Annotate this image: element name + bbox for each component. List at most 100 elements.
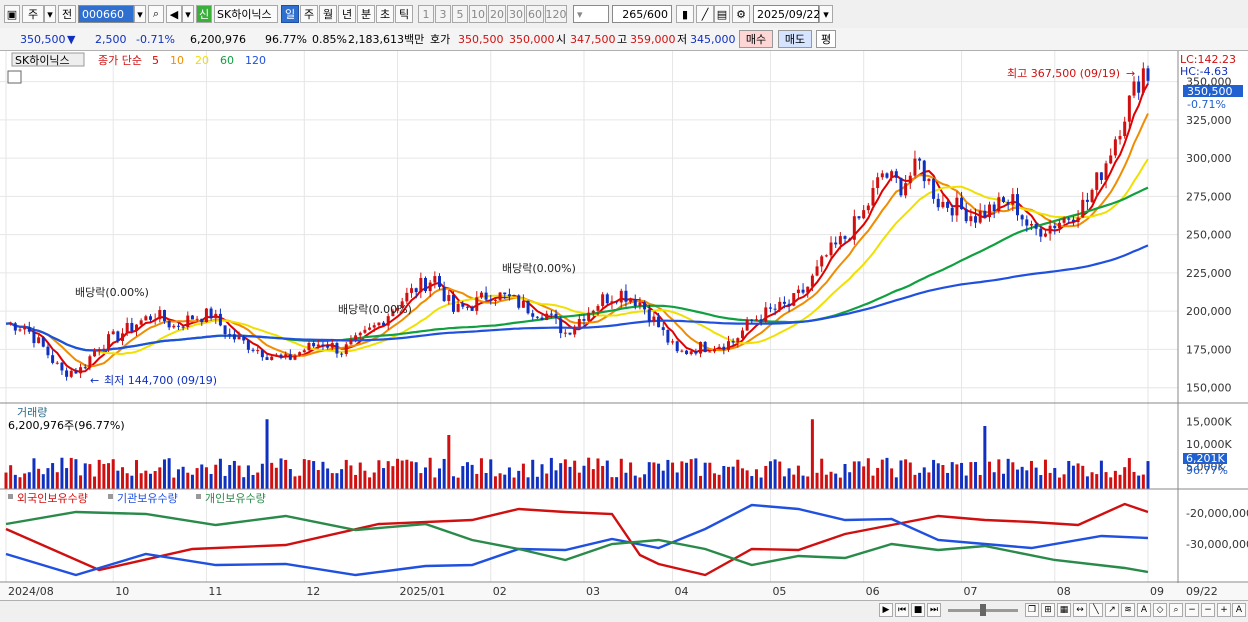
volume-bar bbox=[493, 476, 497, 489]
count-field[interactable]: 265/600 bbox=[612, 5, 672, 23]
volume-bar bbox=[32, 458, 36, 489]
candle-icon[interactable]: ▮ bbox=[676, 5, 694, 23]
volume-bar bbox=[955, 464, 959, 489]
interval-button-60[interactable]: 60 bbox=[526, 5, 544, 23]
volume-bar bbox=[866, 458, 870, 489]
line-tool-icon[interactable]: ╲ bbox=[1089, 603, 1103, 617]
speaker-icon[interactable]: ◀ bbox=[166, 5, 182, 23]
candle-body bbox=[624, 290, 628, 302]
x-axis-label: 10 bbox=[115, 585, 129, 598]
volume-bar bbox=[340, 469, 344, 489]
jump-right-icon[interactable]: ⏭ bbox=[927, 603, 941, 617]
calendar-dropdown-icon[interactable]: ▾ bbox=[819, 5, 833, 23]
prev-button[interactable]: 전 bbox=[58, 5, 76, 23]
volume-bar bbox=[740, 468, 744, 489]
shape-icon[interactable]: ◇ bbox=[1153, 603, 1167, 617]
candle-body bbox=[1062, 218, 1066, 223]
candle-body bbox=[74, 370, 78, 374]
window-icon[interactable]: ▣ bbox=[4, 5, 20, 23]
search-icon[interactable]: ⌕ bbox=[148, 5, 164, 23]
period-tab-4[interactable]: 분 bbox=[357, 5, 375, 23]
search-tool-icon[interactable]: ⌕ bbox=[1169, 603, 1183, 617]
ruler-icon[interactable]: ↔ bbox=[1073, 603, 1087, 617]
volume-bar bbox=[1020, 466, 1024, 489]
volume-bar bbox=[1057, 477, 1061, 489]
interval-button-120[interactable]: 120 bbox=[545, 5, 567, 23]
zoom-out-icon[interactable]: − bbox=[1185, 603, 1199, 617]
interval-button-3[interactable]: 3 bbox=[435, 5, 451, 23]
candle-body bbox=[335, 343, 339, 354]
font-icon[interactable]: A bbox=[1232, 603, 1246, 617]
period-tab-3[interactable]: 년 bbox=[338, 5, 356, 23]
volume-bar bbox=[946, 472, 950, 489]
candle-body bbox=[107, 334, 111, 349]
eval-button[interactable]: 평 bbox=[816, 30, 836, 48]
interval-button-10[interactable]: 10 bbox=[469, 5, 487, 23]
zoom-slider-handle[interactable] bbox=[980, 604, 986, 616]
jump-left-icon[interactable]: ⏮ bbox=[895, 603, 909, 617]
stock-label: SK하이닉스 bbox=[15, 53, 70, 67]
draw-icon[interactable]: ╱ bbox=[696, 5, 714, 23]
ma-legend-20: 20 bbox=[195, 54, 209, 67]
candle-body bbox=[484, 292, 488, 300]
period-tab-0[interactable]: 일 bbox=[281, 5, 299, 23]
volume-last-pct: 96.77% bbox=[1186, 464, 1228, 477]
volume-bar bbox=[689, 459, 693, 489]
x-axis-label: 07 bbox=[964, 585, 978, 598]
mode-select[interactable]: 주 bbox=[22, 5, 44, 23]
volume-bar bbox=[834, 473, 838, 489]
sell-button[interactable]: 매도 bbox=[778, 30, 812, 48]
trend-icon[interactable]: ↗ bbox=[1105, 603, 1119, 617]
x-axis-label: 11 bbox=[208, 585, 222, 598]
period-tab-5[interactable]: 초 bbox=[376, 5, 394, 23]
volume-bar bbox=[475, 473, 479, 489]
period-tab-2[interactable]: 월 bbox=[319, 5, 337, 23]
scroll-right-icon[interactable]: ▶ bbox=[879, 603, 893, 617]
volume-bar bbox=[97, 459, 101, 489]
speaker-dropdown-icon[interactable]: ▾ bbox=[182, 5, 194, 23]
ma-legend-5: 5 bbox=[152, 54, 159, 67]
volume-bar bbox=[368, 477, 372, 489]
stop-icon[interactable]: ■ bbox=[911, 603, 925, 617]
copy-icon[interactable]: ❐ bbox=[1025, 603, 1039, 617]
candle-body bbox=[638, 302, 642, 306]
gear-icon[interactable]: ⚙ bbox=[732, 5, 750, 23]
candle-body bbox=[964, 209, 968, 222]
ma-line-10 bbox=[5, 113, 1149, 368]
high-note: 최고 367,500 (09/19) bbox=[1007, 67, 1120, 80]
code-dropdown-icon[interactable]: ▾ bbox=[134, 5, 146, 23]
calendar-icon[interactable] bbox=[7, 70, 22, 84]
candle-body bbox=[270, 356, 274, 360]
table-icon[interactable]: ▦ bbox=[1057, 603, 1071, 617]
interval-button-30[interactable]: 30 bbox=[507, 5, 525, 23]
interval-button-5[interactable]: 5 bbox=[452, 5, 468, 23]
count-select[interactable]: ▾ bbox=[573, 5, 609, 23]
candle-body bbox=[176, 325, 180, 327]
quote-ask: 350,500 bbox=[458, 33, 504, 46]
save-icon[interactable]: ▤ bbox=[714, 5, 730, 23]
candle-body bbox=[121, 333, 125, 342]
code-input[interactable]: 000660 bbox=[78, 5, 134, 23]
interval-button-1[interactable]: 1 bbox=[418, 5, 434, 23]
volume-bar bbox=[754, 469, 758, 489]
volume-bar bbox=[587, 457, 591, 489]
volume-bar bbox=[554, 470, 558, 489]
text-tool-icon[interactable]: A bbox=[1137, 603, 1151, 617]
interval-button-20[interactable]: 20 bbox=[488, 5, 506, 23]
date-field[interactable]: 2025/09/22 bbox=[753, 5, 820, 23]
volume-bar bbox=[633, 475, 637, 489]
volume-bar bbox=[992, 472, 996, 489]
layout-icon[interactable]: ⊞ bbox=[1041, 603, 1055, 617]
volume-bar bbox=[699, 475, 703, 489]
minus-icon[interactable]: − bbox=[1201, 603, 1215, 617]
volume-bar bbox=[307, 460, 311, 489]
volume-bar bbox=[330, 473, 334, 489]
period-tab-1[interactable]: 주 bbox=[300, 5, 318, 23]
buy-button[interactable]: 매수 bbox=[739, 30, 773, 48]
volume-bar bbox=[1113, 470, 1117, 489]
period-tab-6[interactable]: 틱 bbox=[395, 5, 413, 23]
volume-bar bbox=[37, 468, 41, 489]
plus-icon[interactable]: + bbox=[1217, 603, 1231, 617]
chevron-down-icon[interactable]: ▾ bbox=[44, 5, 56, 23]
fib-icon[interactable]: ≋ bbox=[1121, 603, 1135, 617]
